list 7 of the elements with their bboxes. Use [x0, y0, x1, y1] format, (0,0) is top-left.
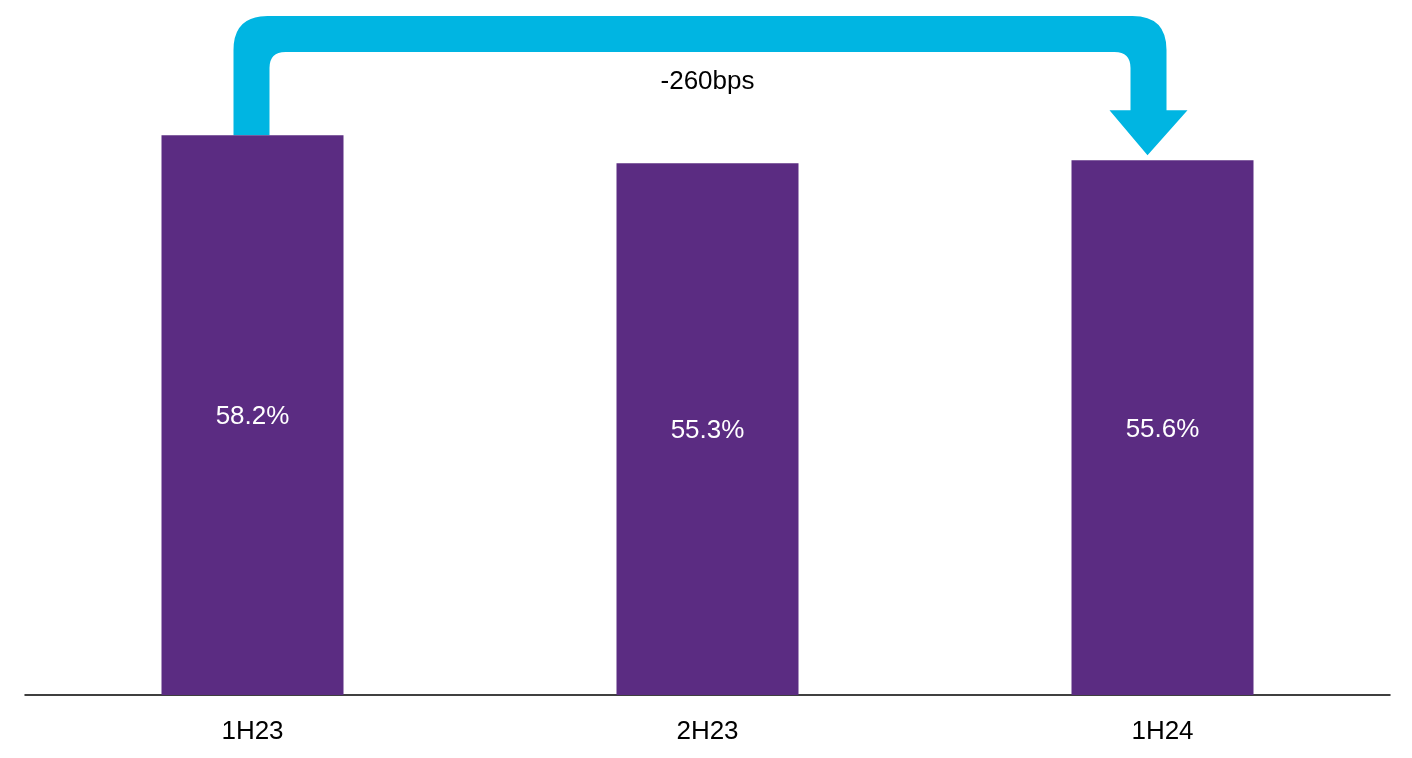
data-label: 58.2%: [215, 400, 290, 431]
data-label: 55.3%: [670, 414, 745, 445]
text: -260bps: [660, 65, 755, 95]
x-tick-label: 2H23: [676, 715, 739, 745]
x-tick-label: 1H24: [1131, 715, 1194, 745]
x-tick-label: 1H23: [221, 715, 284, 745]
data-label: 55.6%: [1125, 412, 1200, 443]
